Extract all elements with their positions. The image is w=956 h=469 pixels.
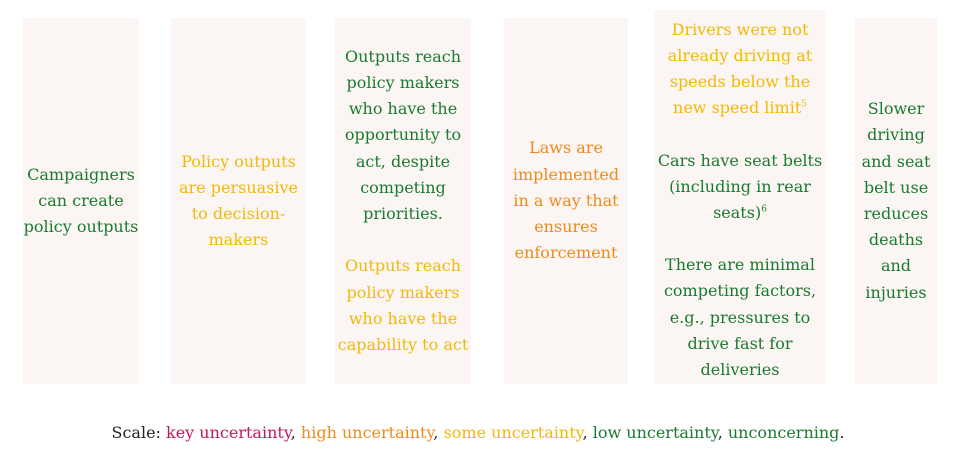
laws-implemented-text: Laws are implemented in a way that ensur… <box>512 138 620 263</box>
drivers-speed-condition: Drivers were not already driving at spee… <box>654 17 826 122</box>
footnote-6: 6 <box>761 204 767 215</box>
scale-separator: , <box>717 423 728 442</box>
drivers-speed-text: Drivers were not already driving at spee… <box>667 19 813 118</box>
column-policy-outputs: Policy outputs are persuasive to decisio… <box>171 18 306 384</box>
seat-belts-text: Cars have seat belts (including in rear … <box>657 150 823 222</box>
scale-high-uncertainty: high uncertainty <box>300 423 434 442</box>
column-campaigners: Campaigners can create policy outputs <box>23 18 139 384</box>
outputs-reach-capability-text: Outputs reach policy makers who have the… <box>337 256 469 354</box>
campaigners-text: Campaigners can create policy outputs <box>23 164 139 237</box>
scale-separator: , <box>582 423 593 442</box>
column-laws-implemented: Laws are implemented in a way that ensur… <box>504 18 628 384</box>
policy-outputs-text: Policy outputs are persuasive to decisio… <box>179 151 298 250</box>
outcome-text: Slower driving and seat belt use reduces… <box>861 99 931 302</box>
column-outputs-reach: Outputs reach policy makers who have the… <box>335 18 471 384</box>
seat-belts-condition: Cars have seat belts (including in rear … <box>654 148 826 227</box>
scale-separator: , <box>290 423 301 442</box>
scale-end: . <box>839 423 845 442</box>
column-outcome: Slower driving and seat belt use reduces… <box>855 18 937 384</box>
footnote-5: 5 <box>801 100 807 111</box>
column-conditions: Drivers were not already driving at spee… <box>654 10 826 384</box>
scale-legend: Scale: key uncertainty, high uncertainty… <box>0 421 956 445</box>
scale-key-uncertainty: key uncertainty <box>166 423 291 442</box>
scale-prefix: Scale: <box>111 423 167 442</box>
competing-factors-text: There are minimal competing factors, e.g… <box>663 255 817 380</box>
scale-some-uncertainty: some uncertainty <box>443 423 583 442</box>
outputs-reach-opportunity-text: Outputs reach policy makers who have the… <box>344 46 462 224</box>
scale-separator: , <box>433 423 444 442</box>
scale-low-uncertainty: low uncertainty <box>592 423 718 442</box>
scale-unconcerning: unconcerning <box>727 423 840 442</box>
